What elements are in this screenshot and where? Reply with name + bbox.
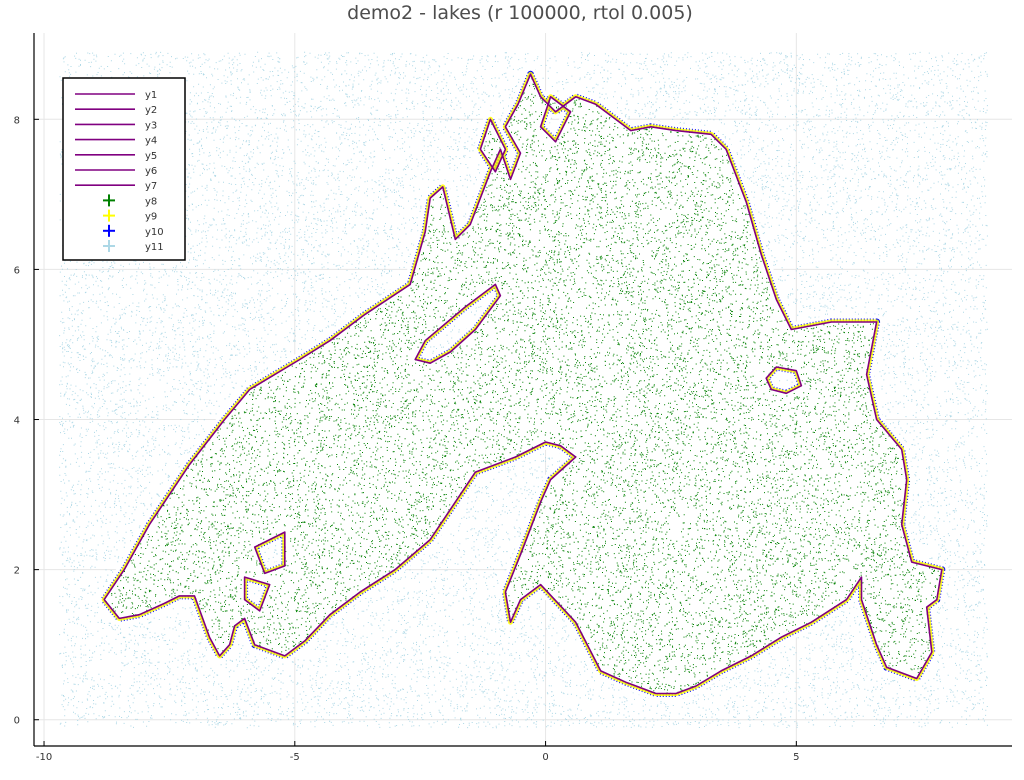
- y-tick-label-1: 2: [14, 566, 20, 577]
- legend-label-y8: y8: [145, 196, 157, 207]
- legend-swatch-y8: [103, 194, 115, 207]
- legend: y1 y2 y3 y4 y5 y6 y7 y8 y9 y10 y11: [62, 77, 186, 261]
- line-series-y6: [253, 531, 286, 575]
- legend-swatch-y10: [103, 224, 115, 237]
- legend-label-y10: y10: [145, 227, 164, 238]
- y-tick-label-3: 6: [14, 265, 20, 276]
- x-tick-label-1: -5: [290, 752, 300, 763]
- legend-box: [62, 77, 186, 261]
- tick-labels: -10 -5 0 5 0 2 4 6 8: [14, 115, 800, 763]
- line-series-y3: [765, 366, 803, 395]
- y-tick-label-4: 8: [14, 115, 20, 126]
- legend-label-y9: y9: [145, 212, 157, 223]
- axes: [33, 33, 1012, 747]
- y-tick-label-2: 4: [14, 416, 20, 427]
- x-tick-label-2: 0: [542, 752, 548, 763]
- boundary-lines: [103, 73, 943, 695]
- line-series-y4: [479, 118, 507, 173]
- legend-label-y4: y4: [145, 136, 157, 147]
- legend-label-y1: y1: [145, 90, 157, 101]
- legend-label-y11: y11: [145, 242, 164, 253]
- line-series-y2: [414, 283, 502, 364]
- legend-label-y3: y3: [145, 120, 157, 131]
- y-tick-label-0: 0: [14, 716, 20, 727]
- line-series-y7: [243, 576, 271, 612]
- line-series-y5: [539, 96, 572, 143]
- legend-label-y2: y2: [145, 105, 157, 116]
- legend-swatch-y9: [103, 209, 115, 222]
- chart-title: demo2 - lakes (r 100000, rtol 0.005): [347, 2, 693, 24]
- legend-label-y5: y5: [145, 151, 157, 162]
- legend-label-y7: y7: [145, 181, 157, 192]
- region-interior: [104, 74, 942, 694]
- legend-swatch-y11: [103, 240, 115, 252]
- line-series-y1: [103, 73, 943, 695]
- legend-label-y6: y6: [145, 166, 157, 177]
- x-tick-label-0: -10: [36, 752, 52, 763]
- x-tick-label-3: 5: [793, 752, 799, 763]
